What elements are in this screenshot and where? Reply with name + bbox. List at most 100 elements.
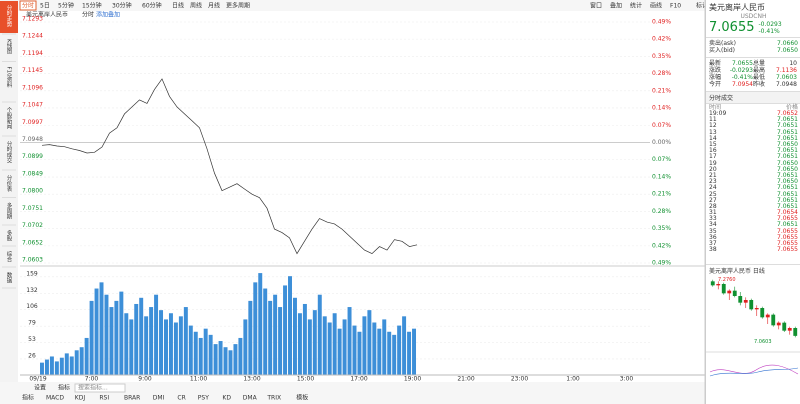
settings[interactable]: 设置 [34,384,46,392]
volume-bar [342,319,347,375]
x-tick-label: 7:00 [85,376,99,383]
tool-button[interactable]: F10 [670,3,681,10]
volume-bar [99,282,104,375]
period-tab[interactable]: 5分钟 [58,2,74,10]
trade-row: 36 7.0655 [706,233,800,241]
indicator-tab[interactable]: BRAR [124,395,140,402]
indicator-tab[interactable]: 指标 [22,394,34,402]
tool-button[interactable]: 标记 [696,2,705,10]
period-tab[interactable]: 分时 [22,2,34,10]
price-line [41,78,418,255]
candle-body [721,284,726,294]
indicator-tab[interactable]: 模板 [296,394,308,402]
volume-bar [89,300,94,375]
value: 7.0650 [777,47,798,55]
y-tick-label: 7.0652 [22,239,43,246]
candle-body [782,322,787,331]
trade-row: 17 7.0651 [706,154,800,160]
candle-body [743,300,748,303]
indicator-tab[interactable]: KDJ [75,395,86,402]
stat-row: 涨幅 -0.41% 最低 7.0603 [706,74,800,81]
period-tab[interactable]: 更多周期 [226,2,250,10]
stat-value: 7.0948 [776,81,797,89]
trade-row: 33 7.0655 [706,216,800,222]
sidebar-tab[interactable]: 数据 [6,271,13,285]
y2-tick-label: 0.49% [652,260,671,267]
volume-bar [59,357,64,375]
volume-bar [312,310,317,375]
volume-bar [397,325,402,375]
volume-bar [243,319,248,375]
search[interactable]: 搜索指标... [78,384,108,392]
volume-bar [178,316,183,375]
y-tick-label: 7.1244 [22,33,43,40]
trade-row: 15 7.0650 [706,141,800,148]
trade-price: 7.0650 [777,165,798,173]
trade-row: 23 7.0650 [706,178,800,185]
period-tab[interactable]: 月线 [208,2,220,10]
period-tab[interactable]: 周线 [190,2,202,10]
volume-bar [297,313,302,375]
indicator-tab[interactable]: CR [177,395,185,402]
sidebar-tab[interactable]: 多周期 [6,201,13,220]
sidebar-tab[interactable]: 分时走势 [6,4,13,29]
volume-bar [193,331,198,375]
stat-label: 今开 [709,81,722,89]
sidebar-tab[interactable]: 分时成交 [6,140,13,165]
tool-button[interactable]: 画线 [650,2,662,10]
indicator-tab[interactable]: TRIX [266,395,281,402]
y-tick-label: 53 [28,336,36,343]
volume-bar [337,328,342,375]
indicator-tab[interactable]: KD [222,395,231,402]
indicator-tab[interactable]: PSY [198,395,209,402]
y2-tick-label: 0.35% [652,53,671,60]
header-mode: 分时 [82,11,94,19]
volume-bar [154,294,159,375]
search-box [74,383,126,393]
volume-bar [109,307,114,375]
indicator-line [709,367,799,377]
candle-body [765,314,770,318]
volume-bar [283,285,288,375]
trade-time: 31 [709,209,717,217]
right-panel: 美元离岸人民币 USDCNH 7.0655 -0.0293 -0.41% 卖出(ask) 7… [705,0,800,404]
sidebar-tab[interactable]: K线图 [6,39,13,55]
tool-button[interactable]: 叠加 [610,2,622,10]
sep [706,37,800,38]
price-row: 7.0655 -0.0293 -0.41% [706,20,800,35]
indicator-tab[interactable]: RSI [99,395,109,402]
trade-row: 14 7.0651 [706,134,800,142]
volume-bar [273,294,278,375]
indicator-tab[interactable]: DMI [153,395,165,402]
volume-bar [228,350,233,375]
period-tab[interactable]: 日线 [172,2,184,10]
header-overlay[interactable]: 添加叠加 [96,11,120,19]
sidebar-tab[interactable]: 综合 [6,250,13,264]
trade-time: 38 [709,246,717,254]
period-tab[interactable]: 30分钟 [112,2,132,10]
trade-row: 19 7.0650 [706,160,800,167]
sidebar-tab[interactable]: 个股新闻 [6,107,13,131]
indicator-tab[interactable]: DMA [243,395,258,402]
sidebar-tab[interactable]: 多股 [6,229,13,243]
period-tab[interactable]: 60分钟 [142,2,162,10]
trade-time: 36 [709,233,717,241]
trade-price: 7.0655 [777,227,798,235]
sidebar-tab[interactable]: 分价表 [6,174,13,193]
x-tick-label: 15:00 [297,376,314,383]
stat-value: 10 [789,59,797,67]
volume-bar [94,288,99,375]
trade-price: 7.0651 [777,134,798,142]
indicator-tab[interactable]: MACD [46,395,64,402]
y-tick-label: 159 [26,270,38,277]
tool-button[interactable]: 窗口 [590,2,602,10]
volume-bar [104,294,109,375]
period-tab[interactable]: 5日 [40,3,50,10]
volume-bar [327,322,332,375]
period-tab[interactable]: 15分钟 [82,2,102,10]
header-name: 美元离岸人民币 [26,11,68,19]
sidebar-tab[interactable]: F10资料 [6,67,13,90]
stat-row: 今开 7.0954 昨收 7.0948 [706,81,800,88]
indicator[interactable]: 指标 [58,384,70,392]
tool-button[interactable]: 统计 [630,2,642,10]
